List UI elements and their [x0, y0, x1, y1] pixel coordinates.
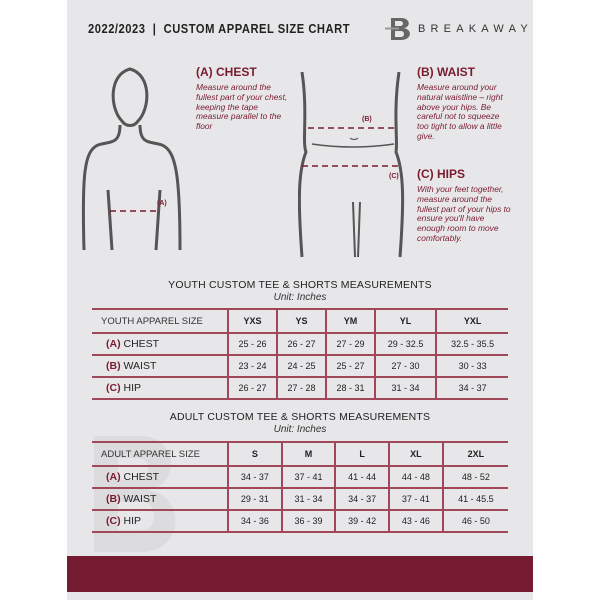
cell: 27 - 30: [373, 355, 437, 378]
youth-table-title: YOUTH CUSTOM TEE & SHORTS MEASUREMENTS: [168, 279, 432, 291]
cell: 41 - 44: [334, 466, 390, 489]
row-label: (B) WAIST: [92, 355, 228, 378]
row-name: HIP: [123, 382, 142, 394]
row-label: (C) HIP: [92, 510, 228, 533]
table-row: (A) CHEST 34 - 37 37 - 41 41 - 44 44 - 48 48 …: [92, 466, 508, 489]
waist-heading: (B) WAIST: [417, 65, 475, 79]
cell: 27 - 28: [275, 377, 326, 400]
size-header: 2XL: [441, 442, 508, 467]
row-label: (B) WAIST: [92, 488, 228, 511]
cell: 26 - 27: [275, 333, 326, 356]
row-name: WAIST: [123, 360, 157, 372]
cell: 34 - 36: [227, 510, 282, 533]
chest-heading: (A) CHEST: [196, 65, 257, 79]
waist-hips-figure-illustration: [298, 72, 405, 258]
cell: 29 - 32.5: [373, 333, 437, 356]
table-row: (B) WAIST 23 - 24 24 - 25 25 - 27 27 - 30 30 …: [92, 355, 508, 378]
footer-band: [67, 556, 533, 592]
cell: 28 - 31: [324, 377, 375, 400]
row-code: (B): [106, 360, 121, 372]
youth-unit-label: Unit: Inches: [273, 292, 327, 303]
cell: 34 - 37: [334, 488, 390, 511]
size-header: M: [280, 442, 336, 467]
adult-table-title: ADULT CUSTOM TEE & SHORTS MEASUREMENTS: [169, 411, 431, 423]
cell: 34 - 37: [435, 377, 508, 400]
cell: 34 - 37: [227, 466, 282, 489]
size-header: YXS: [227, 309, 277, 334]
size-header: XL: [388, 442, 443, 467]
chest-figure-illustration: [81, 67, 182, 251]
size-header: S: [227, 442, 282, 467]
cell: 36 - 39: [280, 510, 336, 533]
cell: 37 - 41: [280, 466, 336, 489]
cell: 25 - 26: [227, 333, 277, 356]
cell: 46 - 50: [441, 510, 508, 533]
size-header: YXL: [435, 309, 508, 334]
cell: 37 - 41: [388, 488, 443, 511]
row-name: CHEST: [123, 338, 160, 350]
waist-marker: (B): [362, 116, 372, 123]
cell: 26 - 27: [227, 377, 277, 400]
hips-marker: (C): [389, 173, 399, 180]
cell: 29 - 31: [227, 488, 282, 511]
table-row: (C) HIP 34 - 36 36 - 39 39 - 42 43 - 46 46 - …: [92, 510, 508, 533]
hips-description: With your feet together, measure around …: [417, 184, 511, 243]
cell: 30 - 33: [435, 355, 508, 378]
chest-description: Measure around the fullest part of your …: [196, 82, 288, 132]
table-row: (B) WAIST 29 - 31 31 - 34 34 - 37 37 - 41 41 …: [92, 488, 508, 511]
cell: 32.5 - 35.5: [435, 333, 508, 356]
waist-description: Measure around your natural waistline – …: [417, 82, 503, 141]
page-title: 2022/2023 | CUSTOM APPAREL SIZE CHART: [88, 21, 351, 36]
cell: 48 - 52: [441, 466, 508, 489]
cell: 44 - 48: [388, 466, 443, 489]
cell: 31 - 34: [373, 377, 437, 400]
table-header-row: YOUTH APPAREL SIZE YXS YS YM YL YXL: [92, 309, 508, 334]
brand-name: BREAKAWAY: [418, 23, 533, 35]
adult-unit-label: Unit: Inches: [273, 424, 327, 435]
size-header: YL: [373, 309, 437, 334]
row-name: WAIST: [123, 493, 157, 505]
table-header-row: ADULT APPAREL SIZE S M L XL 2XL: [92, 442, 508, 467]
cell: 43 - 46: [388, 510, 443, 533]
row-label: (A) CHEST: [92, 466, 228, 489]
cell: 39 - 42: [334, 510, 390, 533]
cell: 25 - 27: [324, 355, 375, 378]
adult-size-table: ADULT APPAREL SIZE S M L XL 2XL (A) CHEST 34 -…: [92, 441, 508, 533]
row-name: CHEST: [123, 471, 160, 483]
row-code: (A): [106, 471, 121, 483]
row-code: (A): [106, 338, 121, 350]
table-row: (C) HIP 26 - 27 27 - 28 28 - 31 31 - 34 34 - …: [92, 377, 508, 400]
size-header: YS: [275, 309, 326, 334]
youth-header-label: YOUTH APPAREL SIZE: [92, 309, 228, 334]
chest-marker: (A): [157, 200, 167, 207]
row-name: HIP: [123, 515, 142, 527]
cell: 23 - 24: [227, 355, 277, 378]
cell: 31 - 34: [280, 488, 336, 511]
row-code: (C): [106, 382, 121, 394]
breakaway-logo-icon: [385, 18, 410, 40]
size-header: L: [334, 442, 390, 467]
cell: 24 - 25: [275, 355, 326, 378]
row-label: (C) HIP: [92, 377, 228, 400]
row-code: (B): [106, 493, 121, 505]
table-row: (A) CHEST 25 - 26 26 - 27 27 - 29 29 - 32.5 3…: [92, 333, 508, 356]
adult-header-label: ADULT APPAREL SIZE: [92, 442, 228, 467]
cell: 27 - 29: [324, 333, 375, 356]
size-header: YM: [324, 309, 375, 334]
row-label: (A) CHEST: [92, 333, 228, 356]
hips-heading: (C) HIPS: [417, 167, 465, 181]
youth-size-table: YOUTH APPAREL SIZE YXS YS YM YL YXL (A) CHEST…: [92, 308, 508, 400]
cell: 41 - 45.5: [441, 488, 508, 511]
row-code: (C): [106, 515, 121, 527]
